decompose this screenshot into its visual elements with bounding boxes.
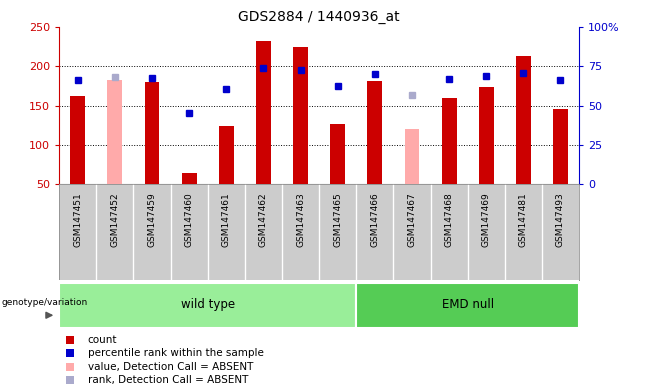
Bar [70, 96, 86, 184]
Text: GSM147451: GSM147451 [73, 192, 82, 247]
Text: GSM147452: GSM147452 [111, 192, 119, 247]
Text: GSM147469: GSM147469 [482, 192, 491, 247]
Text: GSM147468: GSM147468 [445, 192, 453, 247]
Text: value, Detection Call = ABSENT: value, Detection Call = ABSENT [88, 362, 253, 372]
Bar [256, 41, 271, 184]
Text: GSM147459: GSM147459 [147, 192, 157, 247]
Bar [145, 82, 159, 184]
Title: GDS2884 / 1440936_at: GDS2884 / 1440936_at [238, 10, 400, 25]
Text: GSM147481: GSM147481 [519, 192, 528, 247]
Bar [442, 98, 457, 184]
Bar [405, 129, 419, 184]
Bar [182, 172, 197, 184]
Bar [107, 79, 122, 184]
Bar [293, 46, 308, 184]
Text: GSM147461: GSM147461 [222, 192, 231, 247]
Text: GSM147493: GSM147493 [556, 192, 565, 247]
Text: GSM147465: GSM147465 [333, 192, 342, 247]
Bar [330, 124, 345, 184]
Text: genotype/variation: genotype/variation [1, 298, 88, 307]
Text: GSM147467: GSM147467 [407, 192, 417, 247]
Bar [59, 283, 356, 328]
Bar [553, 109, 568, 184]
Text: GSM147460: GSM147460 [185, 192, 193, 247]
Bar [516, 56, 531, 184]
Text: rank, Detection Call = ABSENT: rank, Detection Call = ABSENT [88, 375, 248, 384]
Text: wild type: wild type [181, 298, 235, 311]
Text: GSM147466: GSM147466 [370, 192, 379, 247]
Bar [479, 88, 494, 184]
Text: count: count [88, 335, 117, 345]
Bar [367, 81, 382, 184]
Bar [356, 283, 579, 328]
Bar [219, 126, 234, 184]
Text: GSM147463: GSM147463 [296, 192, 305, 247]
Text: EMD null: EMD null [442, 298, 494, 311]
Text: percentile rank within the sample: percentile rank within the sample [88, 348, 264, 358]
Text: GSM147462: GSM147462 [259, 192, 268, 247]
